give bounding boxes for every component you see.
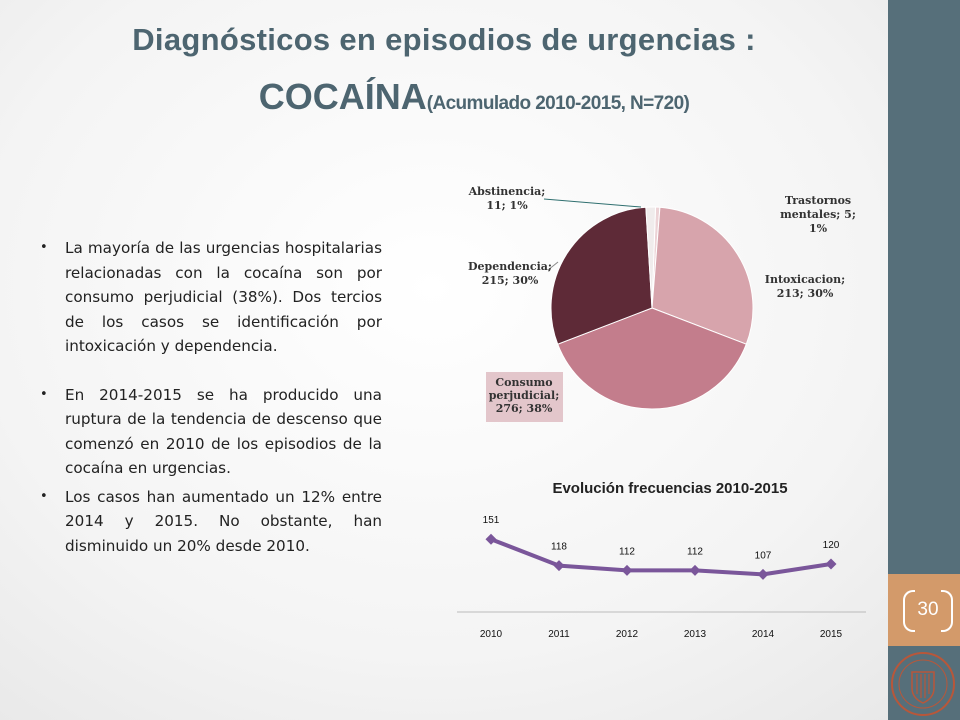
- pie-label-line: Intoxicacion;: [765, 273, 845, 286]
- subtitle-main: COCAÍNA: [258, 76, 427, 117]
- slide-title: Diagnósticos en episodios de urgencias :: [132, 22, 756, 57]
- data-point-2013: [689, 564, 701, 576]
- pie-label-abstinencia: Abstinencia; 11; 1%: [468, 185, 546, 212]
- data-point-2014: [757, 568, 769, 580]
- bullet-list: La mayoría de las urgencias hospitalaria…: [40, 236, 382, 558]
- university-seal-icon: [891, 652, 955, 716]
- data-label-2011: 118: [551, 542, 567, 553]
- pie-slice-abstinencia: [645, 206, 657, 309]
- pie-label-line: Dependencia;: [468, 260, 552, 273]
- page-number-box: 30: [903, 590, 953, 632]
- label-box-consumo: [486, 372, 563, 422]
- bullet-item: Los casos han aumentado un 12% entre 201…: [40, 485, 382, 559]
- bullet-item: La mayoría de las urgencias hospitalaria…: [40, 236, 382, 359]
- data-point-2010: [485, 533, 497, 545]
- page-number-badge: [888, 574, 960, 646]
- leader-line-dependencia: [547, 261, 559, 271]
- line-series-frecuencias: [490, 537, 832, 577]
- pie-label-line: 1%: [809, 222, 828, 235]
- data-point-2011: [553, 560, 565, 572]
- pie-slice-consumo-perjudicial: [557, 307, 747, 410]
- subtitle-note: (Acumulado 2010-2015, N=720): [426, 93, 690, 114]
- data-label-2010: 151: [483, 515, 500, 526]
- pie-label-intoxicacion: Intoxicacion; 213; 30%: [765, 273, 845, 300]
- data-label-2015: 120: [823, 540, 840, 551]
- x-tick-2011: 2011: [548, 629, 570, 640]
- data-point-2015: [825, 558, 837, 570]
- data-point-2012: [621, 564, 633, 576]
- pie-label-dependencia: Dependencia; 215; 30%: [468, 260, 552, 287]
- pie-label-line: 11; 1%: [486, 199, 528, 212]
- bracket-right-icon: [941, 590, 953, 632]
- pie-label-line: Consumo: [495, 376, 552, 389]
- pie-label-line: 213; 30%: [777, 287, 834, 300]
- x-tick-2013: 2013: [684, 629, 707, 640]
- line-chart-title: Evolución frecuencias 2010-2015: [552, 480, 787, 497]
- pie-label-consumo-perjudicial: Consumo perjudicial; 276; 38%: [489, 376, 560, 415]
- pie-slice-intoxicacion: [651, 206, 754, 345]
- x-tick-2015: 2015: [820, 629, 843, 640]
- pie-label-line: perjudicial;: [489, 389, 560, 402]
- x-tick-2010: 2010: [480, 629, 503, 640]
- x-tick-2012: 2012: [616, 629, 639, 640]
- data-label-2014: 107: [755, 550, 772, 561]
- pie-slice-dependencia: [550, 206, 653, 345]
- pie-label-trastornos-mentales: Trastornos mentales; 5; 1%: [780, 194, 856, 235]
- data-label-2012: 112: [619, 546, 635, 557]
- pie-label-line: 276; 38%: [496, 402, 553, 415]
- bullet-item: En 2014-2015 se ha producido una ruptura…: [40, 383, 382, 481]
- x-tick-2014: 2014: [752, 629, 775, 640]
- pie-slice-trastornos-mentales: [651, 206, 661, 309]
- slide-subtitle: COCAÍNA(Acumulado 2010-2015, N=720): [0, 76, 948, 118]
- page-number: 30: [917, 599, 939, 620]
- data-label-2013: 112: [687, 546, 703, 557]
- pie-label-line: mentales; 5;: [780, 208, 856, 221]
- pie-label-line: 215; 30%: [482, 274, 539, 287]
- leader-line-abstinencia: [543, 198, 642, 208]
- pie-label-line: Trastornos: [785, 194, 851, 207]
- bracket-left-icon: [903, 590, 915, 632]
- pie-label-line: Abstinencia;: [468, 185, 546, 198]
